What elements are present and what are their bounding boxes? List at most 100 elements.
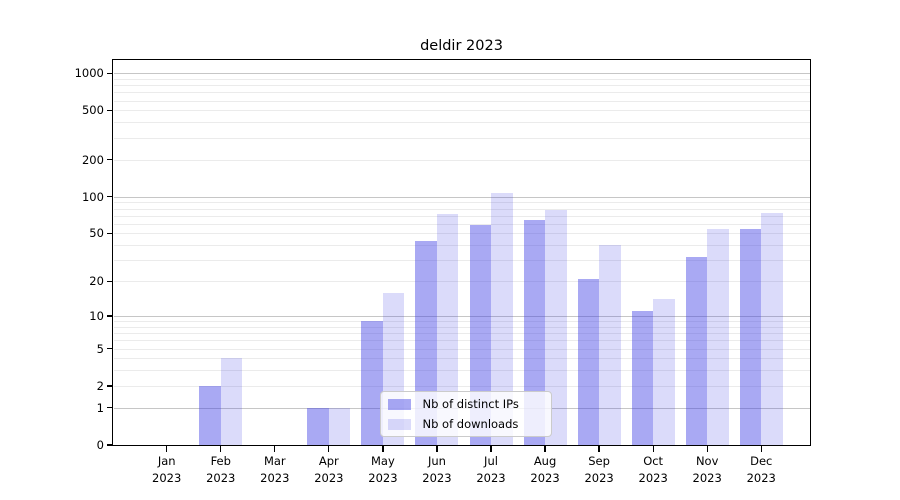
minor-gridline xyxy=(113,137,810,139)
minor-gridline xyxy=(113,202,810,204)
y-tick-mark xyxy=(106,315,113,317)
x-tick-label: Feb 2023 xyxy=(206,454,236,485)
minor-gridline xyxy=(113,215,810,217)
x-tick-mark xyxy=(382,446,384,452)
minor-gridline xyxy=(113,233,810,235)
minor-gridline xyxy=(113,110,810,112)
x-tick-label: May 2023 xyxy=(368,454,398,485)
legend-label-downloads: Nb of downloads xyxy=(422,417,519,431)
gridlines-layer xyxy=(113,60,810,445)
legend: Nb of distinct IPs Nb of downloads xyxy=(379,391,552,437)
y-tick-mark xyxy=(106,109,113,112)
bar-downloads xyxy=(707,229,729,445)
minor-gridline xyxy=(113,245,810,247)
bar-distinct-ips xyxy=(469,224,491,445)
legend-item-distinct-ips: Nb of distinct IPs xyxy=(381,396,551,413)
x-tick-mark xyxy=(544,446,546,452)
x-tick-mark xyxy=(760,446,762,452)
y-tick-mark xyxy=(106,407,113,409)
minor-gridline xyxy=(113,281,810,283)
y-tick-label: 1000 xyxy=(74,66,104,81)
x-tick-label: Dec 2023 xyxy=(746,454,776,485)
x-tick-mark xyxy=(490,446,492,452)
y-tick-mark xyxy=(106,444,113,446)
x-tick-label: Jun 2023 xyxy=(422,454,452,485)
x-tick-label: Oct 2023 xyxy=(638,454,668,485)
x-tick-label: Mar 2023 xyxy=(260,454,290,485)
y-tick-mark xyxy=(106,158,113,161)
minor-gridline xyxy=(113,260,810,262)
x-tick-mark xyxy=(328,446,330,452)
bar-downloads xyxy=(599,245,621,445)
y-tick-label: 500 xyxy=(81,103,104,118)
x-tick-mark xyxy=(166,446,168,452)
legend-item-downloads: Nb of downloads xyxy=(381,416,551,433)
major-gridline xyxy=(113,196,810,198)
y-tick-label: 50 xyxy=(89,226,104,241)
x-tick-mark xyxy=(274,446,276,452)
minor-gridline xyxy=(113,92,810,94)
minor-gridline xyxy=(113,340,810,342)
minor-gridline xyxy=(113,100,810,102)
bar-distinct-ips xyxy=(577,278,600,445)
bar-downloads xyxy=(545,209,567,445)
y-tick-label: 100 xyxy=(81,189,104,204)
bar-downloads xyxy=(761,213,783,445)
y-tick-mark xyxy=(106,280,113,282)
minor-gridline xyxy=(113,208,810,210)
bar-downloads xyxy=(436,214,459,445)
major-gridline xyxy=(113,315,810,318)
legend-swatch-distinct-ips xyxy=(387,398,411,410)
bar-distinct-ips xyxy=(307,407,329,445)
legend-swatch-downloads xyxy=(387,418,411,430)
y-tick-label: 1 xyxy=(96,400,104,415)
minor-gridline xyxy=(113,159,810,161)
minor-gridline xyxy=(113,326,810,328)
minor-gridline xyxy=(113,348,810,350)
x-tick-mark xyxy=(706,446,708,452)
y-tick-label: 5 xyxy=(96,341,104,356)
y-tick-label: 20 xyxy=(89,274,104,289)
x-tick-mark xyxy=(436,446,438,452)
minor-gridline xyxy=(113,385,810,387)
bar-downloads xyxy=(220,358,243,445)
chart-title: deldir 2023 xyxy=(420,38,503,54)
bar-downloads xyxy=(328,407,351,445)
y-tick-mark xyxy=(106,232,113,235)
y-tick-label: 10 xyxy=(89,308,104,323)
x-tick-label: Apr 2023 xyxy=(314,454,344,485)
x-tick-label: Nov 2023 xyxy=(692,454,722,485)
bar-distinct-ips xyxy=(523,219,546,445)
x-tick-mark xyxy=(652,446,654,452)
minor-gridline xyxy=(113,333,810,335)
bar-downloads xyxy=(491,192,513,445)
x-tick-label: Aug 2023 xyxy=(530,454,560,485)
y-tick-mark xyxy=(106,195,113,198)
minor-gridline xyxy=(113,358,810,360)
minor-gridline xyxy=(113,370,810,372)
y-tick-label: 0 xyxy=(96,438,104,452)
minor-gridline xyxy=(113,223,810,225)
x-tick-mark xyxy=(598,446,600,452)
minor-gridline xyxy=(113,78,810,80)
legend-label-distinct-ips: Nb of distinct IPs xyxy=(422,397,519,411)
bar-distinct-ips xyxy=(685,256,708,445)
minor-gridline xyxy=(113,321,810,323)
bar-distinct-ips xyxy=(199,385,221,445)
bar-distinct-ips xyxy=(631,311,654,445)
y-tick-mark xyxy=(106,347,113,350)
bar-distinct-ips xyxy=(361,321,383,445)
minor-gridline xyxy=(113,85,810,87)
y-tick-mark xyxy=(106,72,113,74)
plot-area: Nb of distinct IPs Nb of downloads xyxy=(112,58,812,447)
y-tick-label: 2 xyxy=(96,378,104,393)
x-tick-label: Jul 2023 xyxy=(476,454,506,485)
y-tick-label: 200 xyxy=(81,152,104,167)
bar-downloads xyxy=(653,299,675,445)
bars-layer xyxy=(114,60,811,445)
y-tick-mark xyxy=(106,385,113,387)
minor-gridline xyxy=(113,122,810,124)
bar-distinct-ips xyxy=(739,229,762,445)
x-tick-label: Sep 2023 xyxy=(584,454,614,485)
